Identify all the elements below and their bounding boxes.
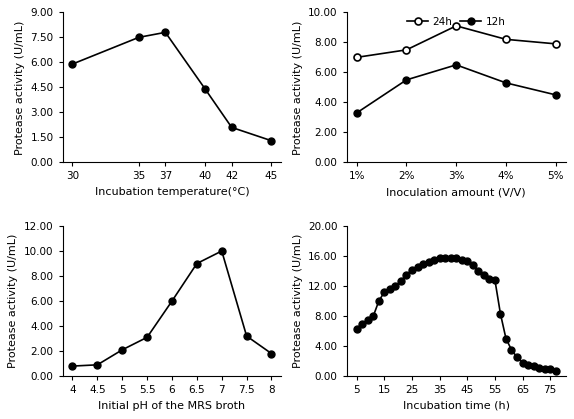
Line: 24h: 24h xyxy=(353,22,559,61)
X-axis label: Initial pH of the MRS broth: Initial pH of the MRS broth xyxy=(98,401,246,411)
Y-axis label: Protease activity (U/mL): Protease activity (U/mL) xyxy=(9,234,18,368)
24h xyxy=(502,37,509,42)
12h xyxy=(403,78,410,83)
Line: 12h: 12h xyxy=(353,62,559,116)
Y-axis label: Protease activity (U/mL): Protease activity (U/mL) xyxy=(293,234,302,368)
12h xyxy=(453,62,460,67)
X-axis label: Incubation temperature(°C): Incubation temperature(°C) xyxy=(95,187,249,197)
12h xyxy=(502,80,509,85)
24h xyxy=(453,23,460,28)
Legend: 24h, 12h: 24h, 12h xyxy=(405,15,507,29)
12h xyxy=(552,92,559,97)
X-axis label: Incubation time (h): Incubation time (h) xyxy=(403,401,510,411)
12h xyxy=(353,110,360,115)
24h xyxy=(403,47,410,52)
24h xyxy=(353,55,360,60)
Y-axis label: Protease activity (U/mL): Protease activity (U/mL) xyxy=(293,20,302,155)
X-axis label: Inoculation amount (V/V): Inoculation amount (V/V) xyxy=(386,187,526,197)
Y-axis label: Protease activity (U/mL): Protease activity (U/mL) xyxy=(15,20,25,155)
24h xyxy=(552,41,559,47)
